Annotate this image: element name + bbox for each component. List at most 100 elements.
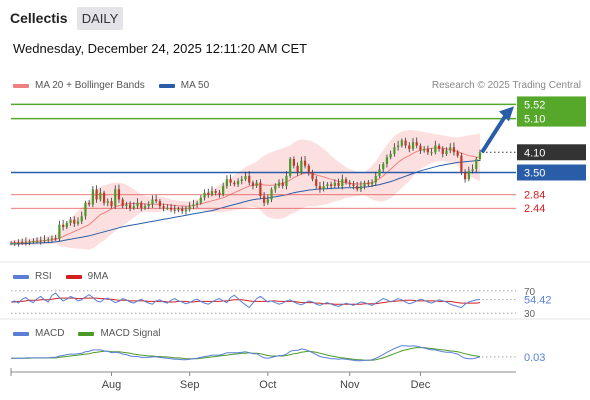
ma50-swatch — [158, 83, 175, 88]
candle-body — [374, 175, 377, 183]
candle-body — [367, 182, 370, 185]
rsi-level-label: 30 — [524, 309, 536, 320]
projection-arrow-head — [499, 106, 514, 122]
candle-body — [169, 207, 173, 210]
candle-body — [95, 189, 98, 200]
candle-body — [363, 182, 366, 186]
legend-rsi-ma: 9MA — [87, 271, 109, 282]
candle-body — [300, 160, 303, 173]
candle-body — [114, 189, 117, 207]
candle-body — [307, 165, 310, 173]
resistance-tag — [517, 96, 586, 113]
candle-body — [456, 152, 459, 156]
candle-body — [192, 204, 195, 207]
candle-body — [69, 219, 72, 224]
candle-body — [266, 199, 269, 203]
candle-body — [35, 240, 39, 242]
interval-badge[interactable]: DAILY — [77, 7, 123, 30]
rsi-line — [10, 292, 481, 309]
x-tick-label: Aug — [102, 379, 122, 391]
candle-body — [233, 182, 236, 185]
candle-body — [385, 157, 389, 165]
candle-body — [285, 175, 288, 186]
candle-body — [61, 224, 65, 228]
candle-body — [195, 202, 199, 205]
candle-body — [318, 185, 322, 190]
x-tick-label: Sep — [180, 379, 200, 391]
ma20-line — [11, 147, 481, 244]
candle-body — [43, 239, 46, 242]
macd-signal-line — [11, 347, 481, 361]
candle-body — [262, 196, 266, 203]
candle-body — [248, 175, 251, 183]
support-label: 2.84 — [524, 190, 545, 202]
rsi-legend: RSI 9MA — [13, 271, 108, 282]
candle-body — [143, 206, 147, 208]
candle-body — [356, 185, 359, 190]
time-axis: Aug Sep Oct Nov Dec — [10, 368, 516, 391]
candle-body — [99, 192, 102, 200]
candle-body — [177, 208, 180, 211]
macd-line — [11, 345, 481, 362]
macd-last-label: 0.03 — [524, 352, 545, 364]
candle-body — [333, 182, 336, 186]
legend-rsi: RSI — [35, 271, 52, 282]
candle-body — [121, 199, 124, 207]
candle-body — [400, 140, 403, 146]
candle-body — [329, 184, 333, 186]
candle-body — [140, 202, 143, 208]
candle-body — [54, 238, 57, 240]
candle-body — [404, 140, 407, 146]
candle-body — [430, 152, 433, 154]
candle-body — [434, 145, 437, 153]
candle-body — [229, 179, 232, 183]
candle-body — [244, 175, 247, 180]
candle-body — [437, 145, 441, 149]
candle-body — [311, 172, 314, 180]
legend-bollinger: MA 20 + Bollinger Bands — [35, 80, 145, 91]
candle-body — [296, 165, 299, 173]
candle-body — [128, 204, 132, 208]
candle-body — [125, 204, 128, 207]
candle-body — [393, 147, 396, 154]
candle-body — [188, 206, 191, 210]
price-panel: 5.52 5.10 3.50 2.842.44 4.10 — [0, 96, 590, 320]
candle-body — [396, 145, 400, 148]
candle-body — [408, 145, 411, 149]
resistance-label: 5.52 — [524, 99, 545, 111]
ma50-line — [11, 159, 481, 245]
candle-body — [58, 224, 61, 239]
pivot-label: 3.50 — [524, 168, 545, 180]
candle-body — [389, 153, 392, 158]
candle-body — [76, 221, 80, 224]
bollinger-band-fill — [11, 130, 480, 250]
candle-body — [88, 202, 91, 205]
candle-body — [337, 182, 340, 186]
candle-body — [419, 145, 422, 151]
symbol-title: Cellectis — [10, 10, 68, 26]
candle-body — [173, 209, 176, 211]
candle-body — [352, 184, 355, 186]
candle-body — [102, 192, 106, 203]
candle-body — [13, 243, 16, 245]
candle-body — [289, 159, 292, 176]
macd-panel: 0.03 — [11, 345, 545, 364]
candle-body — [166, 207, 169, 209]
rsi-panel: 70 30 54.42 — [10, 287, 552, 320]
bollinger-swatch — [13, 83, 29, 88]
candle-body — [467, 170, 470, 180]
candle-body — [270, 189, 273, 200]
candle-body — [274, 185, 277, 190]
candle-body — [207, 192, 210, 195]
candle-body — [203, 192, 206, 198]
candle-body — [151, 199, 154, 205]
credit-text: Research © 2025 Trading Central — [431, 80, 581, 91]
legend-macd-signal: MACD Signal — [100, 328, 161, 339]
price-legend: MA 20 + Bollinger Bands MA 50 — [13, 80, 209, 91]
x-tick-label: Dec — [411, 379, 431, 391]
candle-body — [117, 189, 121, 200]
candle-body — [255, 182, 258, 186]
candle-body — [315, 179, 318, 186]
macd-signal-swatch — [78, 331, 95, 336]
